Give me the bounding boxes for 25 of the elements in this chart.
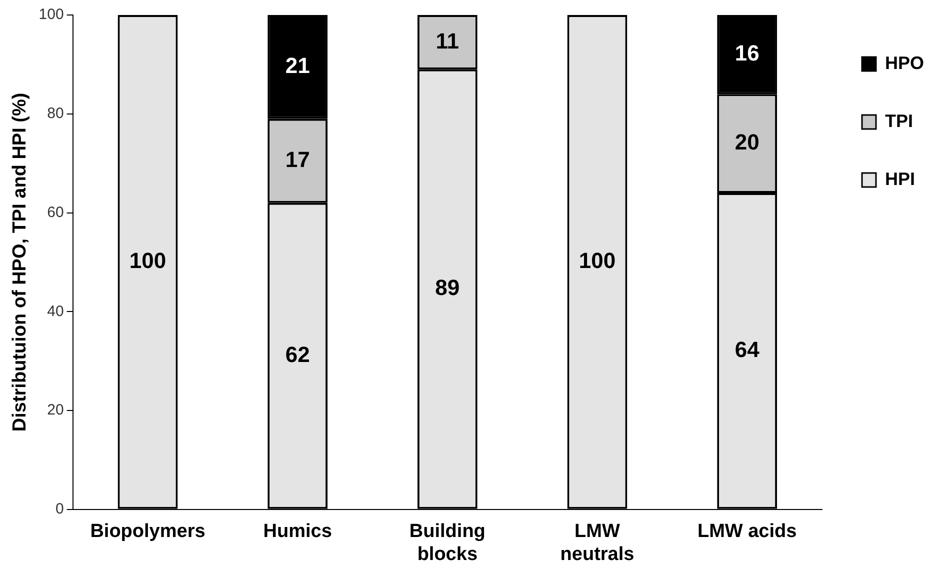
x-tick-label: LMW acids bbox=[697, 521, 797, 542]
data-label: 11 bbox=[436, 28, 460, 54]
data-label: 17 bbox=[285, 146, 310, 172]
data-label: 64 bbox=[734, 337, 760, 362]
y-tick-label: 60 bbox=[47, 204, 64, 221]
y-tick-label: 100 bbox=[38, 6, 64, 24]
legend-label: HPO bbox=[884, 52, 924, 73]
legend-label: TPI bbox=[884, 110, 914, 131]
data-label: 89 bbox=[435, 275, 460, 300]
x-tick-label: Humics bbox=[263, 521, 332, 542]
x-tick-label: LMW neutrals bbox=[560, 521, 634, 565]
y-tick-label: 80 bbox=[47, 105, 64, 122]
y-axis-title: Distributuion of HPO, TPI and HPI (%) bbox=[10, 92, 31, 432]
y-tick-label: 0 bbox=[55, 500, 64, 518]
data-label: 16 bbox=[734, 40, 760, 66]
data-label: 62 bbox=[285, 342, 310, 367]
y-tick-label: 40 bbox=[47, 302, 64, 320]
y-tick-label: 20 bbox=[47, 402, 64, 419]
x-tick-label: Building blocks bbox=[409, 521, 486, 565]
data-label: 21 bbox=[285, 52, 310, 78]
data-label: 20 bbox=[734, 130, 760, 155]
legend-label: HPI bbox=[884, 168, 916, 189]
x-tick-label: Biopolymers bbox=[90, 521, 206, 542]
data-label: 100 bbox=[578, 248, 616, 274]
data-label: 100 bbox=[129, 248, 166, 274]
